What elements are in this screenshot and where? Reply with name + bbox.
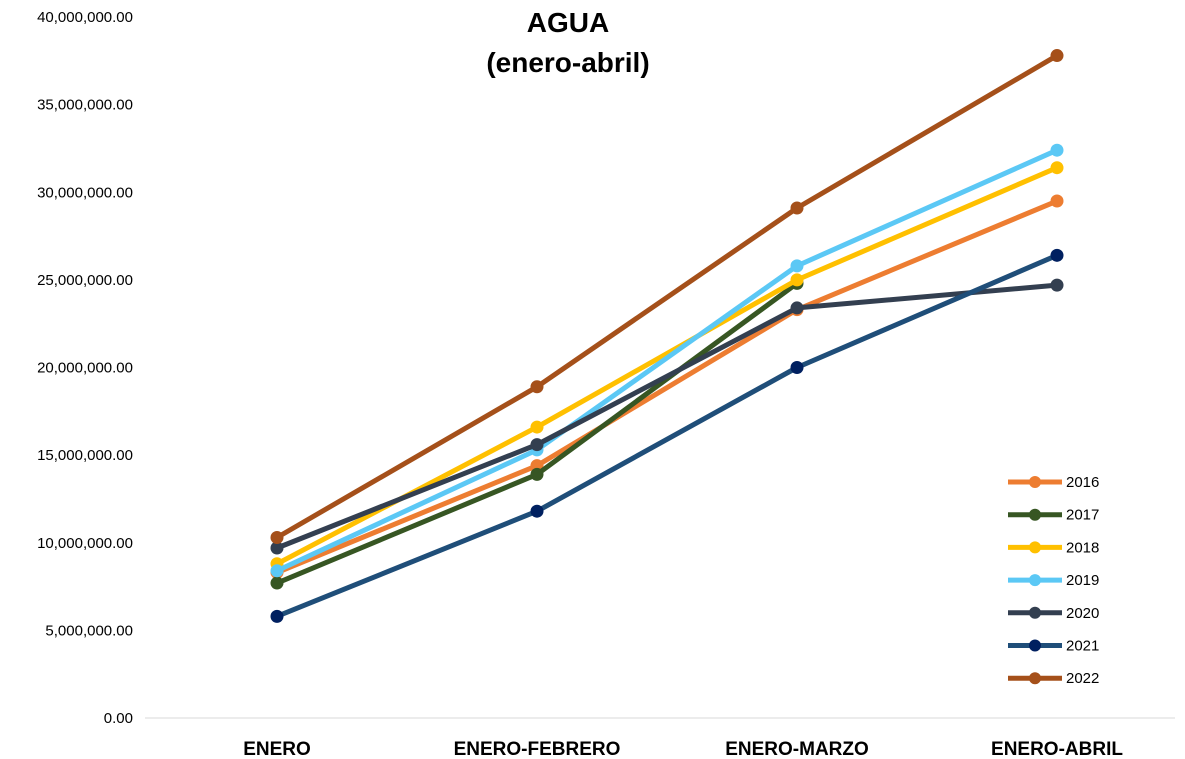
y-tick-label: 25,000,000.00 bbox=[37, 272, 133, 289]
y-axis-tick-labels: 0.00 5,000,000.00 10,000,000.00 15,000,000.… bbox=[37, 9, 133, 727]
legend-marker-2016 bbox=[1029, 476, 1041, 488]
data-point-2022 bbox=[790, 201, 804, 215]
legend-marker-2017 bbox=[1029, 508, 1041, 521]
x-tick-label: ENERO-FEBRERO bbox=[454, 739, 621, 759]
series-lines bbox=[270, 49, 1064, 623]
data-point-2021 bbox=[270, 609, 284, 623]
chart-title: AGUA (enero-abril) bbox=[486, 7, 649, 78]
y-tick-label: 40,000,000.00 bbox=[37, 9, 133, 26]
data-point-2019 bbox=[790, 259, 804, 273]
data-point-2019 bbox=[1050, 143, 1064, 157]
legend-label-2018: 2018 bbox=[1066, 539, 1099, 556]
legend-label-2017: 2017 bbox=[1066, 507, 1099, 524]
data-point-2022 bbox=[530, 380, 544, 394]
data-point-2016 bbox=[1050, 194, 1064, 208]
data-point-2017 bbox=[530, 467, 544, 481]
data-point-2020 bbox=[1050, 278, 1064, 292]
series-2022 bbox=[270, 49, 1064, 544]
legend-label-2021: 2021 bbox=[1066, 638, 1099, 655]
series-line-2016 bbox=[274, 198, 1060, 576]
data-point-2017 bbox=[270, 576, 284, 590]
y-tick-label: 5,000,000.00 bbox=[45, 622, 133, 639]
data-point-2021 bbox=[530, 504, 544, 518]
y-tick-label: 0.00 bbox=[104, 710, 133, 727]
series-line-2019 bbox=[274, 147, 1060, 574]
series-line-2020 bbox=[274, 282, 1060, 551]
legend-label-2019: 2019 bbox=[1066, 572, 1099, 589]
legend-marker-2019 bbox=[1029, 574, 1041, 587]
data-point-2022 bbox=[1050, 49, 1064, 63]
chart-title-line-1: AGUA bbox=[527, 7, 609, 38]
data-point-2018 bbox=[530, 420, 544, 434]
legend-marker-2018 bbox=[1029, 541, 1041, 554]
data-point-2019 bbox=[270, 564, 284, 578]
y-tick-label: 35,000,000.00 bbox=[37, 97, 133, 114]
series-2018 bbox=[270, 161, 1064, 571]
series-line-2018 bbox=[274, 165, 1060, 567]
series-2020 bbox=[270, 278, 1064, 555]
data-point-2022 bbox=[270, 530, 284, 544]
data-point-2018 bbox=[790, 273, 804, 287]
x-axis-tick-labels: ENERO ENERO-FEBRERO ENERO-MARZO ENERO-ABRIL bbox=[243, 739, 1123, 759]
chart-title-line-2: (enero-abril) bbox=[486, 47, 649, 78]
series-line-2021 bbox=[274, 252, 1060, 619]
series-2019 bbox=[270, 143, 1064, 578]
series-2017 bbox=[270, 276, 804, 590]
data-point-2020 bbox=[270, 541, 284, 555]
data-point-2018 bbox=[1050, 161, 1064, 175]
series-line-2022 bbox=[274, 53, 1060, 540]
legend: 2016 2017 2018 2019 2020 2021 2022 bbox=[1008, 474, 1099, 687]
legend-marker-2020 bbox=[1029, 606, 1041, 619]
x-tick-label: ENERO-MARZO bbox=[725, 739, 869, 759]
data-point-2021 bbox=[790, 361, 804, 374]
legend-label-2020: 2020 bbox=[1066, 605, 1099, 622]
data-point-2020 bbox=[790, 301, 804, 315]
x-tick-label: ENERO bbox=[243, 739, 311, 759]
legend-marker-2022 bbox=[1029, 672, 1041, 685]
legend-label-2016: 2016 bbox=[1066, 474, 1099, 491]
x-tick-label: ENERO-ABRIL bbox=[991, 739, 1123, 759]
legend-marker-2021 bbox=[1029, 639, 1041, 652]
y-tick-label: 15,000,000.00 bbox=[37, 447, 133, 464]
data-point-2021 bbox=[1050, 248, 1064, 262]
y-tick-label: 10,000,000.00 bbox=[37, 535, 133, 552]
y-tick-label: 20,000,000.00 bbox=[37, 360, 133, 377]
legend-label-2022: 2022 bbox=[1066, 670, 1099, 687]
series-2021 bbox=[270, 248, 1064, 623]
y-tick-label: 30,000,000.00 bbox=[37, 184, 133, 201]
data-point-2020 bbox=[530, 438, 544, 452]
series-2016 bbox=[270, 194, 1064, 580]
